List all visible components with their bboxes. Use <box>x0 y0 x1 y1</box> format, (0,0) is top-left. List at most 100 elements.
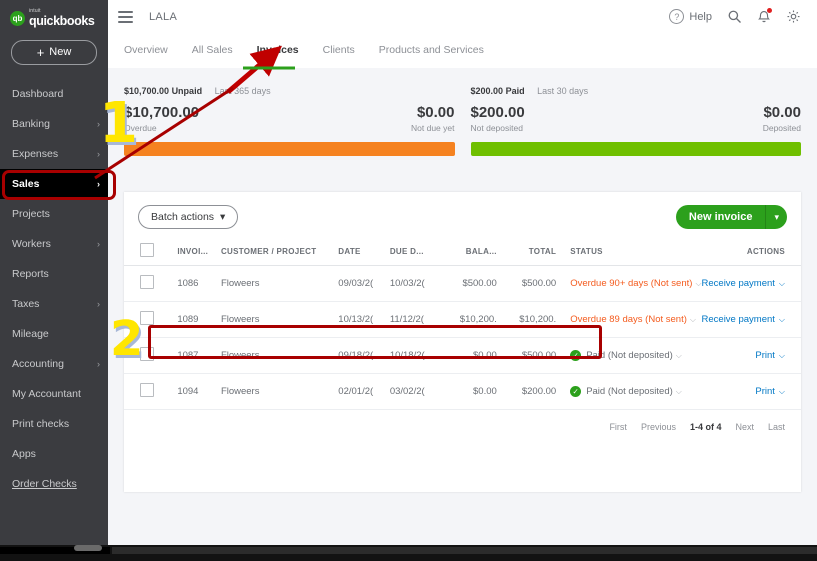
row-checkbox[interactable] <box>140 383 154 397</box>
gear-icon[interactable] <box>786 9 801 24</box>
select-all-header <box>124 243 178 266</box>
select-all-checkbox[interactable] <box>140 243 154 257</box>
cell-total: $500.00 <box>496 337 571 374</box>
column-due-date[interactable]: DUE D... <box>389 243 442 266</box>
chevron-down-icon[interactable]: ⌵ <box>778 387 785 396</box>
cell-status[interactable]: Overdue 90+ days (Not sent) ⌵ <box>570 265 702 302</box>
sidebar-item-projects[interactable]: Projects <box>0 199 108 229</box>
sidebar-item-mileage[interactable]: Mileage <box>0 319 108 349</box>
table-row[interactable]: 1089 Floweers 10/13/2(11/12/2($10,200. $10,… <box>124 301 801 338</box>
bell-icon[interactable] <box>757 8 772 24</box>
table-row[interactable]: 1094 Floweers 02/01/2(03/02/2($0.00 $200.00… <box>124 373 801 410</box>
table-row[interactable]: 1087 Floweers 09/18/2(10/18/2($0.00 $500.00… <box>124 337 801 374</box>
row-action-link[interactable]: Receive payment <box>701 314 775 325</box>
chevron-down-icon[interactable]: ⌵ <box>675 351 682 360</box>
unpaid-overdue-block[interactable]: $10,700.00 Overdue <box>124 104 199 133</box>
column-customer[interactable]: CUSTOMER / PROJECT <box>220 243 339 266</box>
chevron-down-icon[interactable]: ▾ <box>765 205 787 229</box>
paid-notdeposited-block[interactable]: $200.00 Not deposited <box>471 104 525 133</box>
row-action-link[interactable]: Print <box>755 386 775 397</box>
chevron-down-icon[interactable]: ⌵ <box>778 351 785 360</box>
cell-invoice-number[interactable]: 1089 <box>177 301 221 338</box>
sidebar-item-label: Projects <box>12 207 50 220</box>
pagination-next[interactable]: Next <box>735 422 754 432</box>
quickbooks-logo: qb intuit quickbooks <box>0 0 108 28</box>
content-area: $10,700.00 Unpaid Last 365 days $10,700.… <box>108 68 817 545</box>
sidebar-item-label: Order Checks <box>12 477 77 490</box>
tab-all-sales[interactable]: All Sales <box>191 43 233 56</box>
column-balance[interactable]: BALA... <box>441 243 497 266</box>
row-checkbox[interactable] <box>140 275 154 289</box>
invoices-table: INVOI... CUSTOMER / PROJECT DATE DUE D..… <box>124 243 801 410</box>
horizontal-scrollbar[interactable] <box>112 547 817 554</box>
new-invoice-button[interactable]: New invoice ▾ <box>675 205 787 229</box>
cell-invoice-number[interactable]: 1094 <box>177 373 221 410</box>
pagination-last[interactable]: Last <box>767 422 785 432</box>
cell-customer[interactable]: Floweers <box>220 373 339 410</box>
row-action-link[interactable]: Print <box>755 350 775 361</box>
sidebar-scroll-thumb[interactable] <box>74 545 102 551</box>
chevron-down-icon[interactable]: ⌵ <box>695 279 702 288</box>
row-checkbox[interactable] <box>140 311 154 325</box>
sidebar-item-expenses[interactable]: Expenses › <box>0 139 108 169</box>
sidebar: qb intuit quickbooks + New Dashboard Bank… <box>0 0 108 545</box>
unpaid-period: Last 365 days <box>214 86 271 96</box>
chevron-down-icon[interactable]: ⌵ <box>689 315 696 324</box>
chevron-down-icon[interactable]: ⌵ <box>778 315 785 324</box>
paid-deposited-block[interactable]: $0.00 Deposited <box>763 104 801 133</box>
cell-invoice-number[interactable]: 1087 <box>177 337 221 374</box>
cell-customer[interactable]: Floweers <box>220 337 339 374</box>
sidebar-item-taxes[interactable]: Taxes › <box>0 289 108 319</box>
sidebar-item-label: Reports <box>12 267 49 280</box>
cell-status[interactable]: ✓ Paid (Not deposited) ⌵ <box>570 373 702 410</box>
sidebar-item-reports[interactable]: Reports <box>0 259 108 289</box>
batch-actions-button[interactable]: Batch actions ▾ <box>138 205 239 229</box>
hamburger-icon[interactable] <box>118 10 133 23</box>
search-icon[interactable] <box>727 9 742 24</box>
sidebar-item-label: Apps <box>12 447 36 460</box>
sidebar-item-sales[interactable]: Sales › <box>0 168 108 199</box>
cell-invoice-number[interactable]: 1086 <box>177 265 221 302</box>
tab-invoices[interactable]: Invoices <box>256 43 299 56</box>
row-checkbox[interactable] <box>140 347 154 361</box>
sidebar-item-label: Workers <box>12 237 51 250</box>
check-circle-icon: ✓ <box>570 349 582 361</box>
unpaid-headline-amount: $10,700.00 <box>124 86 170 96</box>
sidebar-item-accounting[interactable]: Accounting › <box>0 349 108 379</box>
new-invoice-label: New invoice <box>675 205 766 229</box>
row-action-link[interactable]: Receive payment <box>701 278 775 289</box>
chevron-down-icon[interactable]: ⌵ <box>675 387 682 396</box>
pagination-first[interactable]: First <box>609 422 627 432</box>
column-date[interactable]: DATE <box>338 243 390 266</box>
chevron-down-icon[interactable]: ⌵ <box>778 279 785 288</box>
tab-overview[interactable]: Overview <box>124 43 168 56</box>
cell-status[interactable]: Overdue 89 days (Not sent) ⌵ <box>570 301 702 338</box>
unpaid-notdue-block[interactable]: $0.00 Not due yet <box>411 104 454 133</box>
column-total[interactable]: TOTAL <box>496 243 571 266</box>
cell-status[interactable]: ✓ Paid (Not deposited) ⌵ <box>570 337 702 374</box>
sidebar-item-label: Expenses <box>12 147 59 160</box>
cell-customer[interactable]: Floweers <box>220 265 339 302</box>
sidebar-item-my-accountant[interactable]: My Accountant <box>0 379 108 409</box>
chevron-right-icon: › <box>97 238 100 249</box>
sidebar-item-apps[interactable]: Apps <box>0 439 108 469</box>
sidebar-item-order-checks[interactable]: Order Checks <box>0 469 108 499</box>
status-badge: Paid (Not deposited) <box>586 350 673 361</box>
pagination-previous[interactable]: Previous <box>640 422 676 432</box>
cell-total: $500.00 <box>496 265 571 302</box>
sidebar-item-dashboard[interactable]: Dashboard <box>0 79 108 109</box>
help-label: Help <box>689 10 712 23</box>
column-invoice[interactable]: INVOI... <box>177 243 221 266</box>
sidebar-item-workers[interactable]: Workers › <box>0 229 108 259</box>
tab-products-and-services[interactable]: Products and Services <box>378 43 484 56</box>
tab-clients[interactable]: Clients <box>322 43 355 56</box>
new-button[interactable]: + New <box>11 39 97 65</box>
sidebar-item-banking[interactable]: Banking › <box>0 109 108 139</box>
cell-customer[interactable]: Floweers <box>220 301 339 338</box>
sidebar-item-print-checks[interactable]: Print checks <box>0 409 108 439</box>
table-row[interactable]: 1086 Floweers 09/03/2(10/03/2($500.00 $500.… <box>124 265 801 302</box>
row-select-cell <box>124 265 178 302</box>
help-button[interactable]: ? Help <box>669 9 712 24</box>
column-status[interactable]: STATUS <box>570 243 702 266</box>
logo-product-text: quickbooks <box>29 14 95 28</box>
